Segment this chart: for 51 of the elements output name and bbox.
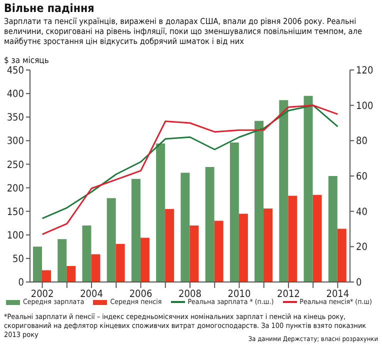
bar xyxy=(156,143,166,282)
bar xyxy=(238,214,248,282)
y-tick-label: 50 xyxy=(12,254,24,265)
x-tick-label: 2012 xyxy=(277,289,300,300)
x-tick-label: 2004 xyxy=(80,289,104,300)
bar xyxy=(91,254,100,282)
y-axis-title: $ за місяць xyxy=(4,56,49,66)
bar xyxy=(337,228,346,282)
y2-tick-label: 60 xyxy=(356,172,368,183)
bar xyxy=(264,208,273,282)
x-tick-label: 2010 xyxy=(228,289,251,300)
y-tick-label: 350 xyxy=(6,112,24,124)
y-tick-label: 300 xyxy=(6,136,24,148)
y-tick-label: 100 xyxy=(6,230,24,242)
y2-tick-label: 40 xyxy=(356,206,368,218)
y2-tick-label: 20 xyxy=(356,242,368,254)
bar xyxy=(131,178,140,282)
bar xyxy=(116,244,125,282)
bar xyxy=(165,208,174,282)
bar xyxy=(33,246,42,282)
y-tick-label: 200 xyxy=(6,183,24,194)
bar xyxy=(180,172,190,282)
bar xyxy=(230,142,239,282)
y2-tick-label: 80 xyxy=(356,136,368,148)
y2-tick-label: 120 xyxy=(356,66,374,77)
y-tick-label: 250 xyxy=(6,160,24,171)
bar xyxy=(288,196,298,282)
bar xyxy=(312,194,322,282)
bar xyxy=(58,239,67,282)
bar xyxy=(254,120,264,282)
x-tick-label: 2002 xyxy=(30,289,54,300)
bar xyxy=(106,198,116,282)
bar xyxy=(279,100,288,282)
bar xyxy=(214,220,224,282)
bar xyxy=(205,167,214,282)
y-tick-label: 150 xyxy=(6,206,24,218)
x-tick-label: 2006 xyxy=(129,289,152,300)
bar xyxy=(82,225,92,282)
chart-title: Вільне падіння xyxy=(4,1,94,15)
y-tick-label: 450 xyxy=(6,66,24,77)
y2-tick-label: 100 xyxy=(356,100,374,112)
chart-subtitle: Зарплати та пенсії українців, виражені в доларах США, впали до рівня 2006 року. Реальні величини, скориговані на рівень інфляції, поки що зменшувалися повільнішим темпом, але майбутнє зростання цін відкусить добрячий шматок і від них xyxy=(4,16,364,46)
bar xyxy=(42,270,51,282)
y-tick-label: 400 xyxy=(6,89,24,100)
bar xyxy=(140,238,150,282)
bar xyxy=(190,225,199,282)
bar xyxy=(304,96,313,282)
bar xyxy=(328,176,338,282)
y2-tick-label: 0 xyxy=(356,278,362,289)
y-tick-label: 0 xyxy=(18,278,24,289)
bar xyxy=(66,266,76,282)
